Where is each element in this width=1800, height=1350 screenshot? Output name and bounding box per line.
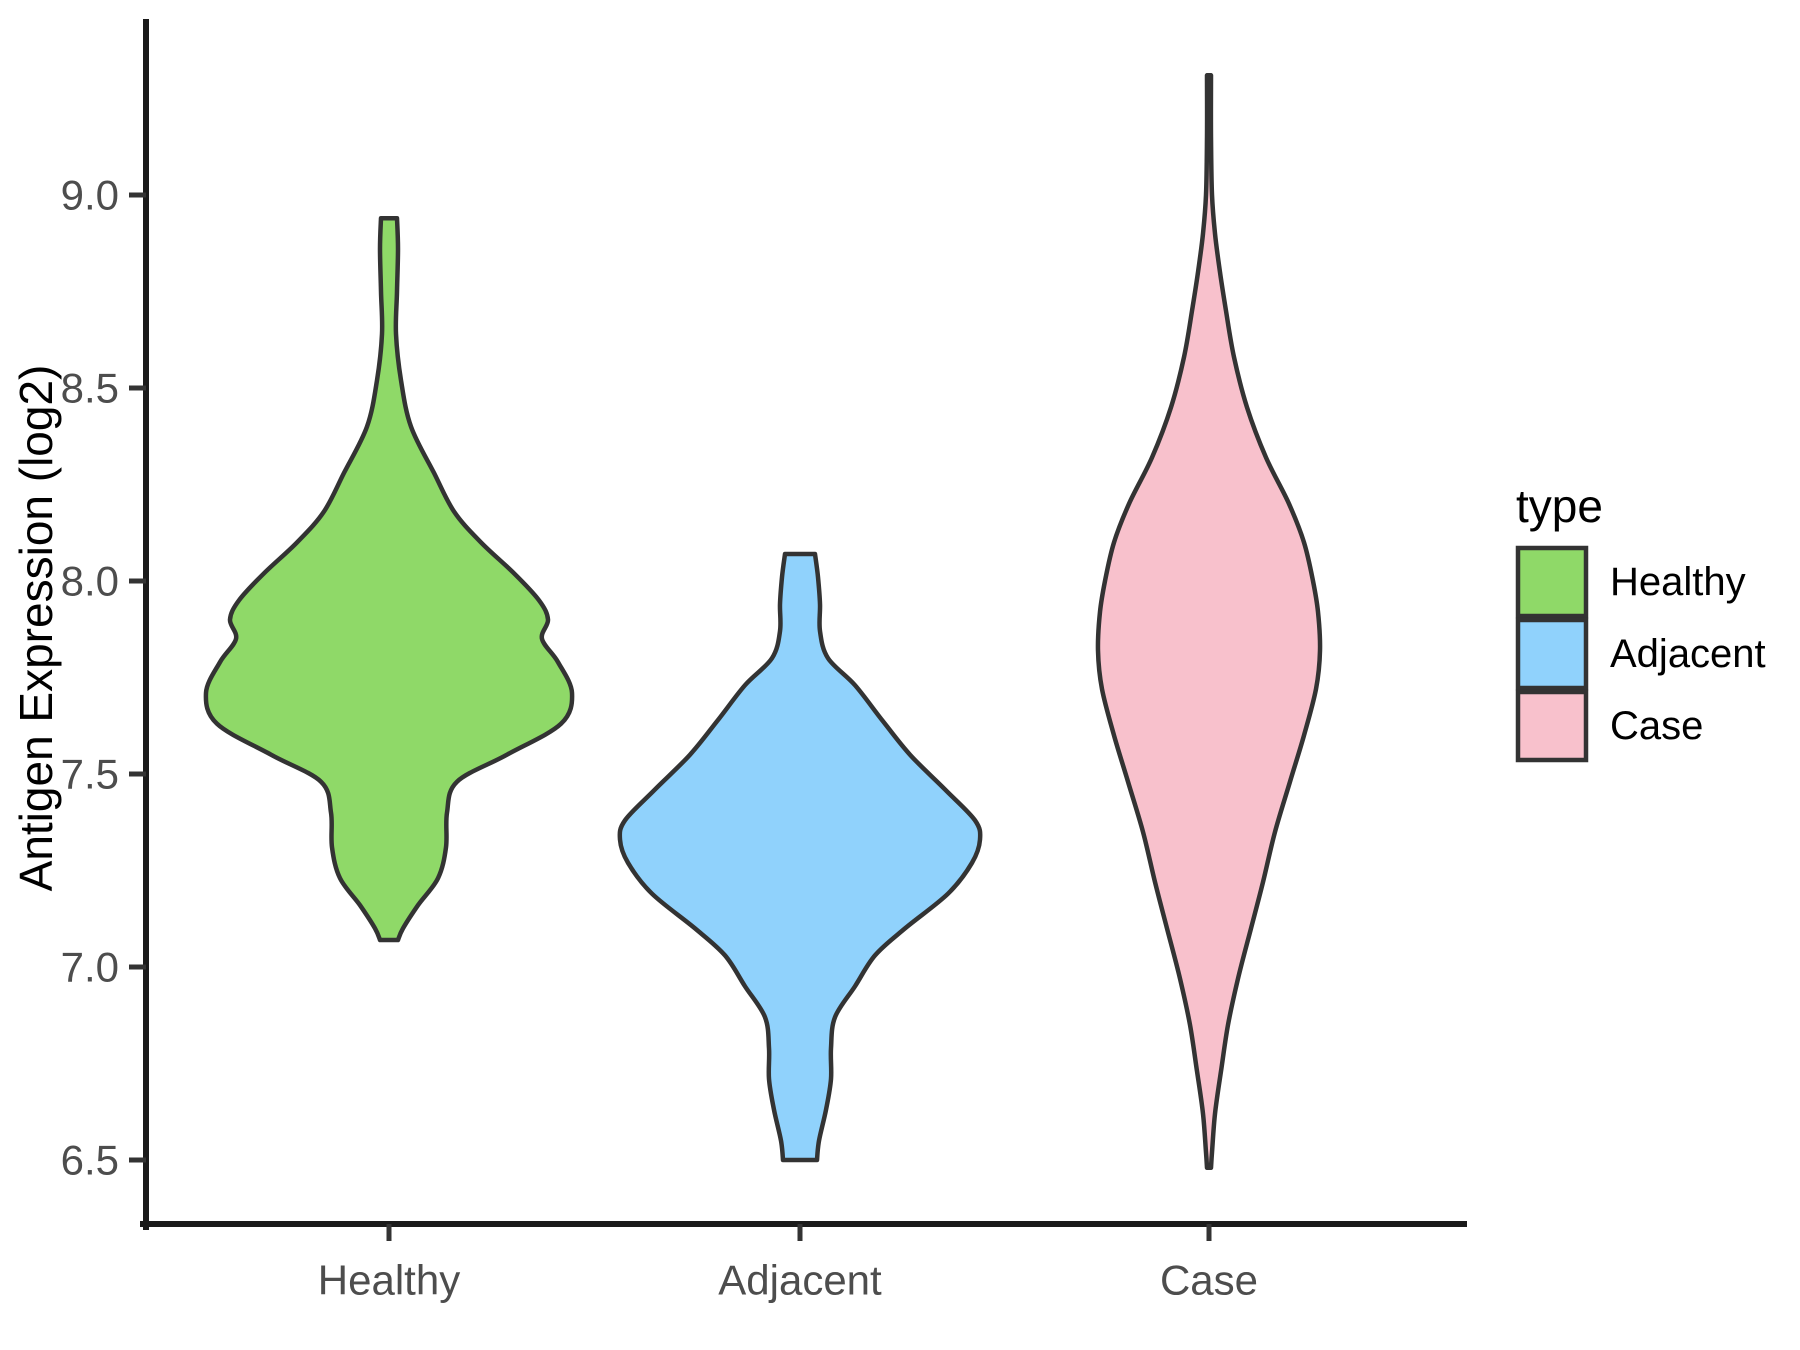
legend-label-adjacent: Adjacent — [1610, 632, 1766, 676]
x-axis-ticks: Healthy Adjacent Case — [318, 1224, 1258, 1304]
legend-key-adjacent — [1515, 617, 1589, 691]
y-axis-title: Antigen Expression (log2) — [10, 365, 62, 892]
x-axis: Healthy Adjacent Case — [140, 1221, 1467, 1304]
y-tick-label: 7.5 — [61, 751, 119, 798]
y-tick-label: 8.0 — [61, 558, 119, 605]
x-tick-label-adjacent: Adjacent — [718, 1257, 882, 1304]
violin-adjacent — [617, 551, 983, 1163]
y-tick-label: 7.0 — [61, 944, 119, 991]
legend-key-case — [1515, 689, 1589, 763]
violins — [203, 73, 1323, 1170]
legend-items: Healthy Adjacent Case — [1515, 545, 1766, 763]
y-tick-label: 8.5 — [61, 365, 119, 412]
y-axis: 6.5 7.0 7.5 8.0 8.5 9.0 Antigen Expression (l… — [10, 19, 149, 1230]
legend-label-case: Case — [1610, 704, 1703, 748]
y-tick-label: 9.0 — [61, 172, 119, 219]
x-tick-label-case: Case — [1160, 1257, 1258, 1304]
legend-key-healthy — [1515, 545, 1589, 619]
violin-case — [1095, 73, 1323, 1170]
violin-healthy — [203, 215, 575, 943]
legend: type Healthy Adjacent Case — [1515, 480, 1766, 763]
legend-title: type — [1516, 480, 1603, 532]
y-tick-label: 6.5 — [61, 1137, 119, 1184]
y-axis-ticks: 6.5 7.0 7.5 8.0 8.5 9.0 — [61, 172, 146, 1184]
legend-label-healthy: Healthy — [1610, 560, 1746, 604]
x-tick-label-healthy: Healthy — [318, 1257, 460, 1304]
